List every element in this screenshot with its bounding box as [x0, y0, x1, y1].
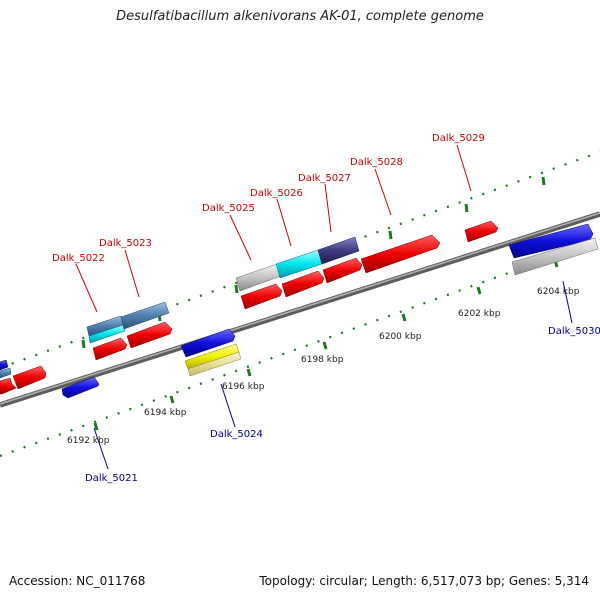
- leader-line: [374, 168, 392, 216]
- gene-box-cyan[interactable]: [88, 324, 126, 344]
- leader-line: [456, 144, 472, 192]
- gene-arrow-red[interactable]: [92, 337, 128, 361]
- gene-label[interactable]: Dalk_5027: [298, 173, 351, 184]
- gene-label[interactable]: Dalk_5021: [85, 473, 138, 484]
- gene-arrow-red[interactable]: [281, 270, 325, 298]
- scale-tick: [541, 176, 546, 186]
- genome-backbone-highlight: [0, 212, 600, 405]
- gene-box-steel[interactable]: [0, 367, 12, 379]
- gene-arrow-red[interactable]: [0, 377, 17, 395]
- gene-arrow-blue[interactable]: [508, 223, 594, 259]
- scale-label: 6198 kbp: [301, 355, 344, 365]
- genome-summary-text: Topology: circular; Length: 6,517,073 bp…: [259, 574, 589, 588]
- scale-label: 6192 kbp: [67, 436, 110, 446]
- scale-tick: [322, 341, 328, 350]
- scale-tick: [464, 203, 469, 213]
- map-title: Desulfatibacillum alkenivorans AK-01, co…: [116, 9, 484, 24]
- scale-tick: [401, 313, 407, 322]
- gene-label[interactable]: Dalk_5029: [432, 133, 485, 144]
- scale-label: 6194 kbp: [144, 408, 187, 418]
- reverse-tick-track: [0, 238, 600, 458]
- gene-arrow-blue[interactable]: [180, 328, 236, 358]
- leader-line: [124, 249, 140, 298]
- gene-label[interactable]: Dalk_5022: [52, 253, 105, 264]
- gene-arrow-red[interactable]: [126, 321, 173, 349]
- leader-line: [276, 198, 292, 247]
- leader-line: [75, 263, 98, 313]
- gene-labels-reverse: Dalk_5021 Dalk_5024 Dalk_5030: [85, 326, 600, 484]
- gene-arrow-red[interactable]: [464, 220, 499, 243]
- scale-tick: [246, 368, 252, 377]
- label-leaders: [75, 144, 573, 470]
- gene-label[interactable]: Dalk_5030: [548, 326, 600, 337]
- leader-line: [562, 280, 573, 324]
- scale-tick: [388, 230, 393, 240]
- scale-label: 6202 kbp: [458, 309, 501, 319]
- scale-tick: [476, 286, 482, 295]
- leader-line: [229, 214, 252, 261]
- scale-labels: 6192 kbp 6194 kbp 6196 kbp 6198 kbp 6200…: [67, 287, 580, 446]
- gene-arrow-blue[interactable]: [61, 376, 100, 399]
- gene-label[interactable]: Dalk_5023: [99, 238, 152, 249]
- gene-box-navy[interactable]: [317, 236, 360, 265]
- leader-line: [220, 383, 236, 428]
- scale-label: 6200 kbp: [379, 332, 422, 342]
- gene-arrow-red[interactable]: [240, 283, 283, 310]
- gene-box-gray[interactable]: [511, 237, 599, 276]
- gene-box-steel[interactable]: [120, 301, 170, 330]
- genome-backbone: [0, 211, 600, 408]
- gene-box-khaki[interactable]: [187, 351, 242, 377]
- scale-tick: [234, 284, 239, 294]
- gene-labels-forward: Dalk_5022 Dalk_5023 Dalk_5025 Dalk_5026 …: [52, 133, 485, 264]
- scale-label: 6204 kbp: [537, 287, 580, 297]
- gene-label[interactable]: Dalk_5026: [250, 188, 303, 199]
- scale-label: 6196 kbp: [222, 382, 265, 392]
- gene-arrow-blue[interactable]: [0, 359, 9, 371]
- scale-tick: [93, 422, 99, 431]
- accession-text: Accession: NC_011768: [9, 574, 146, 588]
- leader-line: [93, 427, 109, 470]
- gene-label[interactable]: Dalk_5024: [210, 429, 263, 440]
- scale-tick: [169, 395, 175, 404]
- gene-features: [0, 220, 599, 399]
- leader-line: [324, 183, 332, 233]
- gene-label[interactable]: Dalk_5025: [202, 203, 255, 214]
- gene-arrow-red[interactable]: [360, 234, 441, 274]
- scale-tick: [81, 339, 86, 349]
- gene-arrow-red[interactable]: [322, 257, 363, 284]
- gene-label[interactable]: Dalk_5028: [350, 157, 403, 168]
- gene-arrow-red[interactable]: [12, 365, 47, 390]
